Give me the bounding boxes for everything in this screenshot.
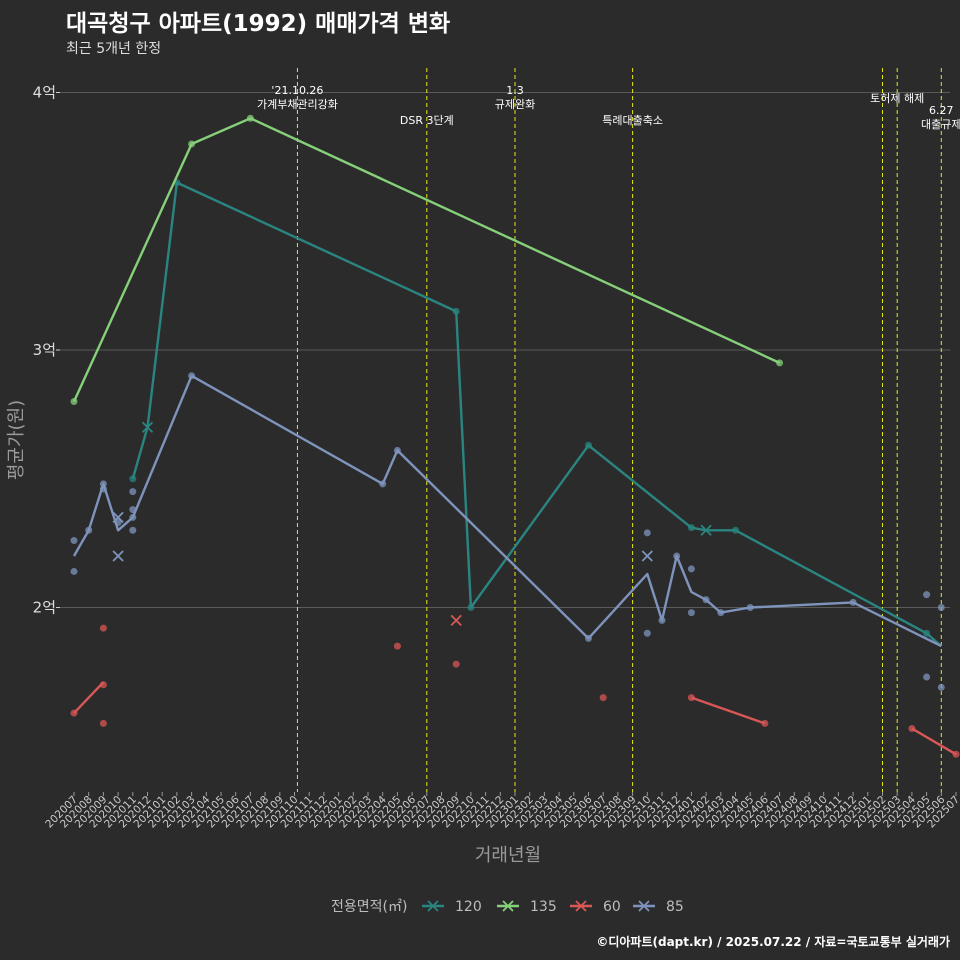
axis-layer: 2억3억4억평균가(원)2020072020082020092020102020…	[6, 84, 960, 867]
event-label: 가계부채관리강화	[257, 98, 338, 111]
series-layer	[70, 114, 960, 758]
data-point-85	[643, 529, 651, 537]
data-point-120	[923, 629, 931, 637]
cross-marker-85	[112, 511, 124, 524]
data-point-135	[70, 398, 78, 405]
x-axis-title: 거래년월	[475, 845, 541, 866]
data-point-60	[99, 681, 107, 689]
event-label: '21.10.26	[271, 84, 323, 97]
data-point-85	[673, 552, 681, 560]
event-label: 토허제 해제	[870, 91, 924, 105]
data-point-85	[188, 372, 196, 380]
data-point-85	[70, 537, 78, 545]
legend-label-60: 60	[603, 899, 621, 915]
grid-layer	[60, 92, 950, 608]
data-point-85	[746, 604, 754, 611]
chart-subtitle: 최근 5개년 한정	[66, 41, 162, 57]
data-point-85	[923, 591, 931, 599]
legend-swatch-cross	[427, 900, 439, 912]
event-label: 1.3	[506, 84, 524, 97]
event-label: 대출규제	[921, 118, 960, 131]
cross-marker-85	[112, 550, 124, 562]
cross-marker-85	[641, 550, 653, 562]
event-label: 6.27	[929, 104, 954, 117]
y-axis-title: 평균가(원)	[6, 400, 27, 480]
series-line-60	[73, 681, 957, 756]
series-line-120	[131, 181, 943, 648]
data-point-85	[129, 488, 137, 496]
cross-marker-120	[700, 524, 712, 536]
data-point-60	[687, 694, 695, 702]
event-label: DSR 3단계	[400, 114, 454, 127]
data-point-85	[70, 567, 78, 575]
event-label: 규제완화	[495, 98, 535, 111]
legend-swatch-cross	[502, 900, 514, 912]
data-point-135	[246, 114, 254, 122]
data-point-60	[99, 719, 107, 727]
series-line-85	[72, 374, 942, 648]
data-point-85	[937, 604, 945, 611]
data-point-85	[379, 480, 387, 488]
event-label: 특례대출축소	[602, 114, 663, 127]
cross-marker-60	[450, 614, 462, 627]
legend-label-85: 85	[666, 899, 684, 915]
data-point-85	[85, 526, 93, 534]
data-point-85	[849, 598, 857, 606]
legend: 전용면적(㎡) 120 135 60 85	[331, 899, 684, 915]
data-point-85	[393, 446, 401, 454]
data-point-85	[937, 683, 945, 691]
data-point-60	[952, 750, 960, 758]
data-point-120	[732, 526, 739, 534]
data-point-85	[99, 480, 107, 488]
data-point-60	[70, 709, 78, 717]
series-line-135	[72, 117, 781, 402]
y-tick-label: 2억	[33, 599, 56, 617]
data-point-85	[129, 526, 137, 534]
data-point-60	[393, 642, 401, 650]
data-point-120	[585, 441, 592, 449]
legend-swatch-cross	[638, 900, 650, 912]
data-point-85	[114, 519, 122, 527]
data-point-60	[599, 694, 607, 702]
legend-swatch-cross	[575, 900, 587, 912]
data-point-85	[923, 673, 931, 681]
y-tick-label: 3억	[33, 341, 56, 359]
data-point-85	[643, 629, 651, 637]
legend-title: 전용면적(㎡)	[331, 899, 407, 915]
data-point-85	[658, 616, 666, 624]
data-point-85	[129, 506, 137, 514]
chart-title: 대곡청구 아파트(1992) 매매가격 변화	[66, 11, 451, 37]
data-point-60	[452, 660, 460, 668]
data-point-135	[188, 140, 196, 148]
data-point-60	[761, 719, 769, 727]
data-point-60	[908, 725, 916, 733]
data-point-85	[687, 565, 695, 573]
data-point-85	[129, 513, 137, 521]
data-point-85	[687, 609, 695, 617]
data-point-60	[99, 624, 107, 632]
data-point-135	[776, 359, 784, 367]
data-point-120	[129, 475, 137, 483]
data-point-120	[467, 604, 475, 611]
cross-marker-120	[141, 421, 154, 433]
data-point-85	[702, 596, 710, 604]
data-point-85	[717, 609, 725, 617]
data-point-120	[687, 524, 695, 532]
legend-label-120: 120	[455, 899, 482, 915]
legend-label-135: 135	[530, 899, 557, 915]
data-point-85	[99, 485, 107, 493]
data-point-120	[452, 307, 460, 315]
data-point-85	[585, 634, 592, 642]
source-credit: ©디아파트(dapt.kr) / 2025.07.22 / 자료=국토교통부 실…	[596, 935, 950, 949]
y-tick-label: 4억	[33, 84, 56, 102]
